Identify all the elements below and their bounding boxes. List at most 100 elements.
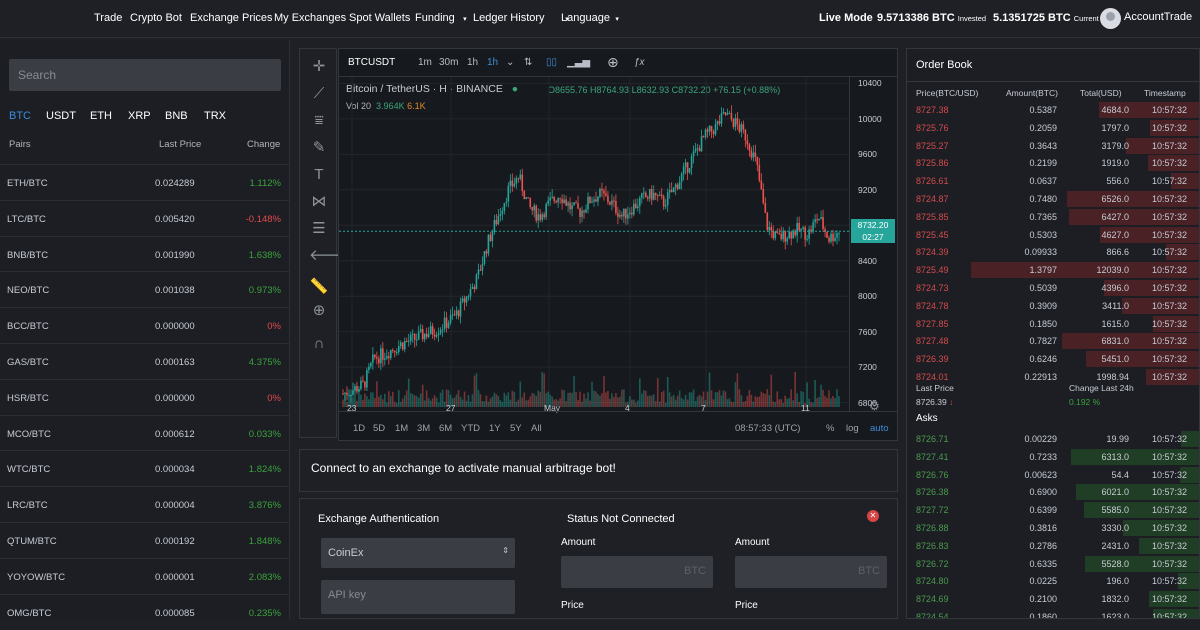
search-input[interactable]: Search bbox=[9, 59, 281, 91]
text-tool-icon[interactable]: T bbox=[314, 166, 324, 183]
ask-row[interactable]: 8724.80 0.0225 196.0 10:57:32 bbox=[907, 572, 1199, 590]
prediction-icon[interactable]: ☰ bbox=[312, 220, 326, 237]
price-axis[interactable]: 1040010000960092008800840080007600720068… bbox=[849, 77, 898, 412]
ask-row[interactable]: 8726.76 0.00623 54.4 10:57:32 bbox=[907, 466, 1199, 484]
zoom-in-icon[interactable]: ⊕ bbox=[312, 302, 326, 319]
log-scale-toggle[interactable]: log bbox=[846, 423, 859, 434]
header-change[interactable]: Change bbox=[247, 139, 281, 150]
range-ytd[interactable]: YTD bbox=[461, 423, 480, 434]
range-all[interactable]: All bbox=[531, 423, 542, 434]
ask-row[interactable]: 8726.88 0.3816 3330.0 10:57:32 bbox=[907, 519, 1199, 537]
market-row[interactable]: BNB/BTC 0.001990 1.638% bbox=[0, 235, 290, 272]
api-key-input[interactable]: API key bbox=[321, 580, 515, 614]
ask-row[interactable]: 8727.41 0.7233 6313.0 10:57:32 bbox=[907, 448, 1199, 466]
nav-item-6[interactable]: Ledger History bbox=[473, 12, 545, 24]
market-row[interactable]: YOYOW/BTC 0.000001 2.083% bbox=[0, 557, 290, 594]
magnet-icon[interactable]: ∩ bbox=[313, 335, 325, 352]
avatar[interactable] bbox=[1100, 8, 1121, 29]
tab-bnb[interactable]: BNB bbox=[165, 110, 188, 122]
nav-item-2[interactable]: Exchange Prices bbox=[190, 12, 273, 24]
crosshair-icon[interactable]: ✛ bbox=[312, 58, 326, 75]
range-6m[interactable]: 6M bbox=[439, 423, 453, 434]
bid-row[interactable]: 8725.49 1.3797 12039.0 10:57:32 bbox=[907, 261, 1199, 279]
candles-plot[interactable] bbox=[339, 77, 849, 411]
bid-row[interactable]: 8725.85 0.7365 6427.0 10:57:32 bbox=[907, 208, 1199, 226]
interval-1h[interactable]: 1h bbox=[467, 57, 479, 68]
market-row[interactable]: HSR/BTC 0.000000 0% bbox=[0, 378, 290, 415]
nav-item-4[interactable]: Spot Wallets bbox=[349, 12, 411, 24]
back-arrow-icon[interactable]: 🡐 bbox=[309, 247, 350, 264]
ruler-icon[interactable]: 📏 bbox=[309, 278, 329, 295]
bid-row[interactable]: 8725.45 0.5303 4627.0 10:57:32 bbox=[907, 226, 1199, 244]
indicators-icon[interactable]: ▁▃▅ bbox=[567, 57, 591, 68]
exchange-select[interactable]: CoinEx ⇕ bbox=[321, 538, 515, 568]
chevron-down-icon[interactable]: ▾ bbox=[565, 16, 569, 23]
fib-tool-icon[interactable]: ⩸ bbox=[314, 112, 324, 129]
tab-trx[interactable]: TRX bbox=[204, 110, 226, 122]
nav-item-5[interactable]: Funding bbox=[415, 12, 455, 24]
candle-type-icon[interactable]: ▯▯ bbox=[546, 57, 558, 68]
chevron-down-icon[interactable]: ⌄ bbox=[506, 57, 515, 68]
market-row[interactable]: QTUM/BTC 0.000192 1.848% bbox=[0, 522, 290, 558]
compare-icon[interactable]: ⇅ bbox=[524, 57, 533, 68]
nav-item-0[interactable]: Trade bbox=[94, 12, 123, 24]
chevron-down-icon[interactable]: ▾ bbox=[463, 16, 467, 23]
ask-row[interactable]: 8726.71 0.00229 19.99 10:57:32 bbox=[907, 430, 1199, 448]
add-icon[interactable]: ⊕ bbox=[607, 54, 619, 70]
bid-row[interactable]: 8724.87 0.7480 6526.0 10:57:32 bbox=[907, 190, 1199, 208]
nav-item-1[interactable]: Crypto Bot bbox=[130, 12, 182, 24]
nav-item-3[interactable]: My Exchanges bbox=[274, 12, 347, 24]
bid-row[interactable]: 8726.39 0.6246 5451.0 10:57:32 bbox=[907, 350, 1199, 368]
brush-icon[interactable]: ✎ bbox=[312, 139, 326, 156]
market-row[interactable]: NEO/BTC 0.001038 0.973% bbox=[0, 271, 290, 307]
header-pairs[interactable]: Pairs bbox=[9, 139, 31, 150]
chevron-down-icon[interactable]: ▾ bbox=[615, 16, 619, 23]
ask-row[interactable]: 8726.72 0.6335 5528.0 10:57:32 bbox=[907, 555, 1199, 573]
bid-row[interactable]: 8724.73 0.5039 4396.0 10:57:32 bbox=[907, 279, 1199, 297]
range-1y[interactable]: 1Y bbox=[489, 423, 501, 434]
bid-row[interactable]: 8727.38 0.5387 4684.0 10:57:32 bbox=[907, 101, 1199, 119]
bid-row[interactable]: 8726.61 0.0637 556.0 10:57:32 bbox=[907, 172, 1199, 190]
bid-row[interactable]: 8725.76 0.2059 1797.0 10:57:32 bbox=[907, 119, 1199, 137]
pattern-icon[interactable]: ⋈ bbox=[311, 193, 327, 210]
bid-row[interactable]: 8724.01 0.22913 1998.94 10:57:32 bbox=[907, 368, 1199, 386]
market-row[interactable]: BCC/BTC 0.000000 0% bbox=[0, 307, 290, 343]
market-row[interactable]: ETH/BTC 0.024289 1.112% bbox=[0, 164, 290, 200]
range-5y[interactable]: 5Y bbox=[510, 423, 522, 434]
market-row[interactable]: GAS/BTC 0.000163 4.375% bbox=[0, 343, 290, 379]
ask-row[interactable]: 8726.83 0.2786 2431.0 10:57:32 bbox=[907, 537, 1199, 555]
account-menu[interactable]: AccountTrade bbox=[1124, 11, 1193, 23]
trend-line-icon[interactable]: ⟋ bbox=[313, 85, 325, 102]
header-last-price[interactable]: Last Price bbox=[159, 139, 202, 150]
percent-scale-toggle[interactable]: % bbox=[826, 423, 835, 434]
settings-gear-icon[interactable]: ⚙ bbox=[869, 399, 880, 413]
amount-input-buy[interactable]: BTC bbox=[561, 556, 713, 588]
tab-xrp[interactable]: XRP bbox=[128, 110, 151, 122]
bid-row[interactable]: 8727.48 0.7827 6831.0 10:57:32 bbox=[907, 332, 1199, 350]
tab-usdt[interactable]: USDT bbox=[46, 110, 76, 122]
market-row[interactable]: OMG/BTC 0.000085 0.235% bbox=[0, 593, 290, 630]
market-row[interactable]: LRC/BTC 0.000004 3.876% bbox=[0, 486, 290, 522]
range-3m[interactable]: 3M bbox=[417, 423, 431, 434]
ask-row[interactable]: 8726.38 0.6900 6021.0 10:57:32 bbox=[907, 483, 1199, 501]
interval-30m[interactable]: 30m bbox=[439, 57, 459, 68]
range-1d[interactable]: 1D bbox=[353, 423, 366, 434]
market-row[interactable]: MCO/BTC 0.000612 0.033% bbox=[0, 414, 290, 451]
bid-row[interactable]: 8725.27 0.3643 3179.0 10:57:32 bbox=[907, 137, 1199, 155]
market-row[interactable]: LTC/BTC 0.005420 -0.148% bbox=[0, 199, 290, 236]
amount-input-sell[interactable]: BTC bbox=[735, 556, 887, 588]
ask-row[interactable]: 8724.54 0.1860 1623.0 10:57:32 bbox=[907, 608, 1199, 618]
bid-row[interactable]: 8725.86 0.2199 1919.0 10:57:32 bbox=[907, 154, 1199, 172]
range-5d[interactable]: 5D bbox=[373, 423, 386, 434]
close-icon[interactable]: ✕ bbox=[867, 510, 879, 522]
bid-row[interactable]: 8724.78 0.3909 3411.0 10:57:32 bbox=[907, 297, 1199, 315]
ask-row[interactable]: 8727.72 0.6399 5585.0 10:57:32 bbox=[907, 501, 1199, 519]
bid-row[interactable]: 8727.85 0.1850 1615.0 10:57:32 bbox=[907, 315, 1199, 333]
ask-row[interactable]: 8724.69 0.2100 1832.0 10:57:32 bbox=[907, 590, 1199, 608]
bid-row[interactable]: 8724.39 0.09933 866.6 10:57:32 bbox=[907, 243, 1199, 261]
market-row[interactable]: WTC/BTC 0.000034 1.824% bbox=[0, 450, 290, 486]
tab-eth[interactable]: ETH bbox=[90, 110, 112, 122]
tab-btc[interactable]: BTC bbox=[9, 110, 31, 122]
range-1m[interactable]: 1M bbox=[395, 423, 409, 434]
formula-icon[interactable]: ƒx bbox=[634, 57, 645, 68]
